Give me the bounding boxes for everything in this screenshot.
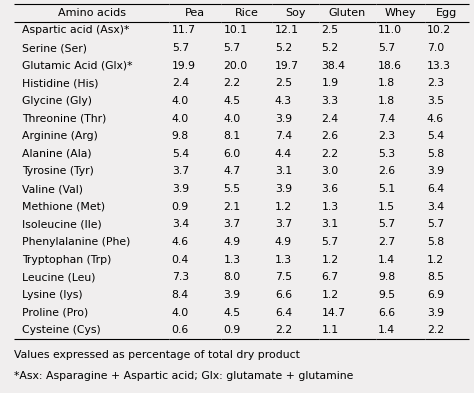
Text: *Asx: Asparagine + Aspartic acid; Glx: glutamate + glutamine: *Asx: Asparagine + Aspartic acid; Glx: g… — [14, 371, 354, 380]
Text: Values expressed as percentage of total dry product: Values expressed as percentage of total … — [14, 350, 300, 360]
